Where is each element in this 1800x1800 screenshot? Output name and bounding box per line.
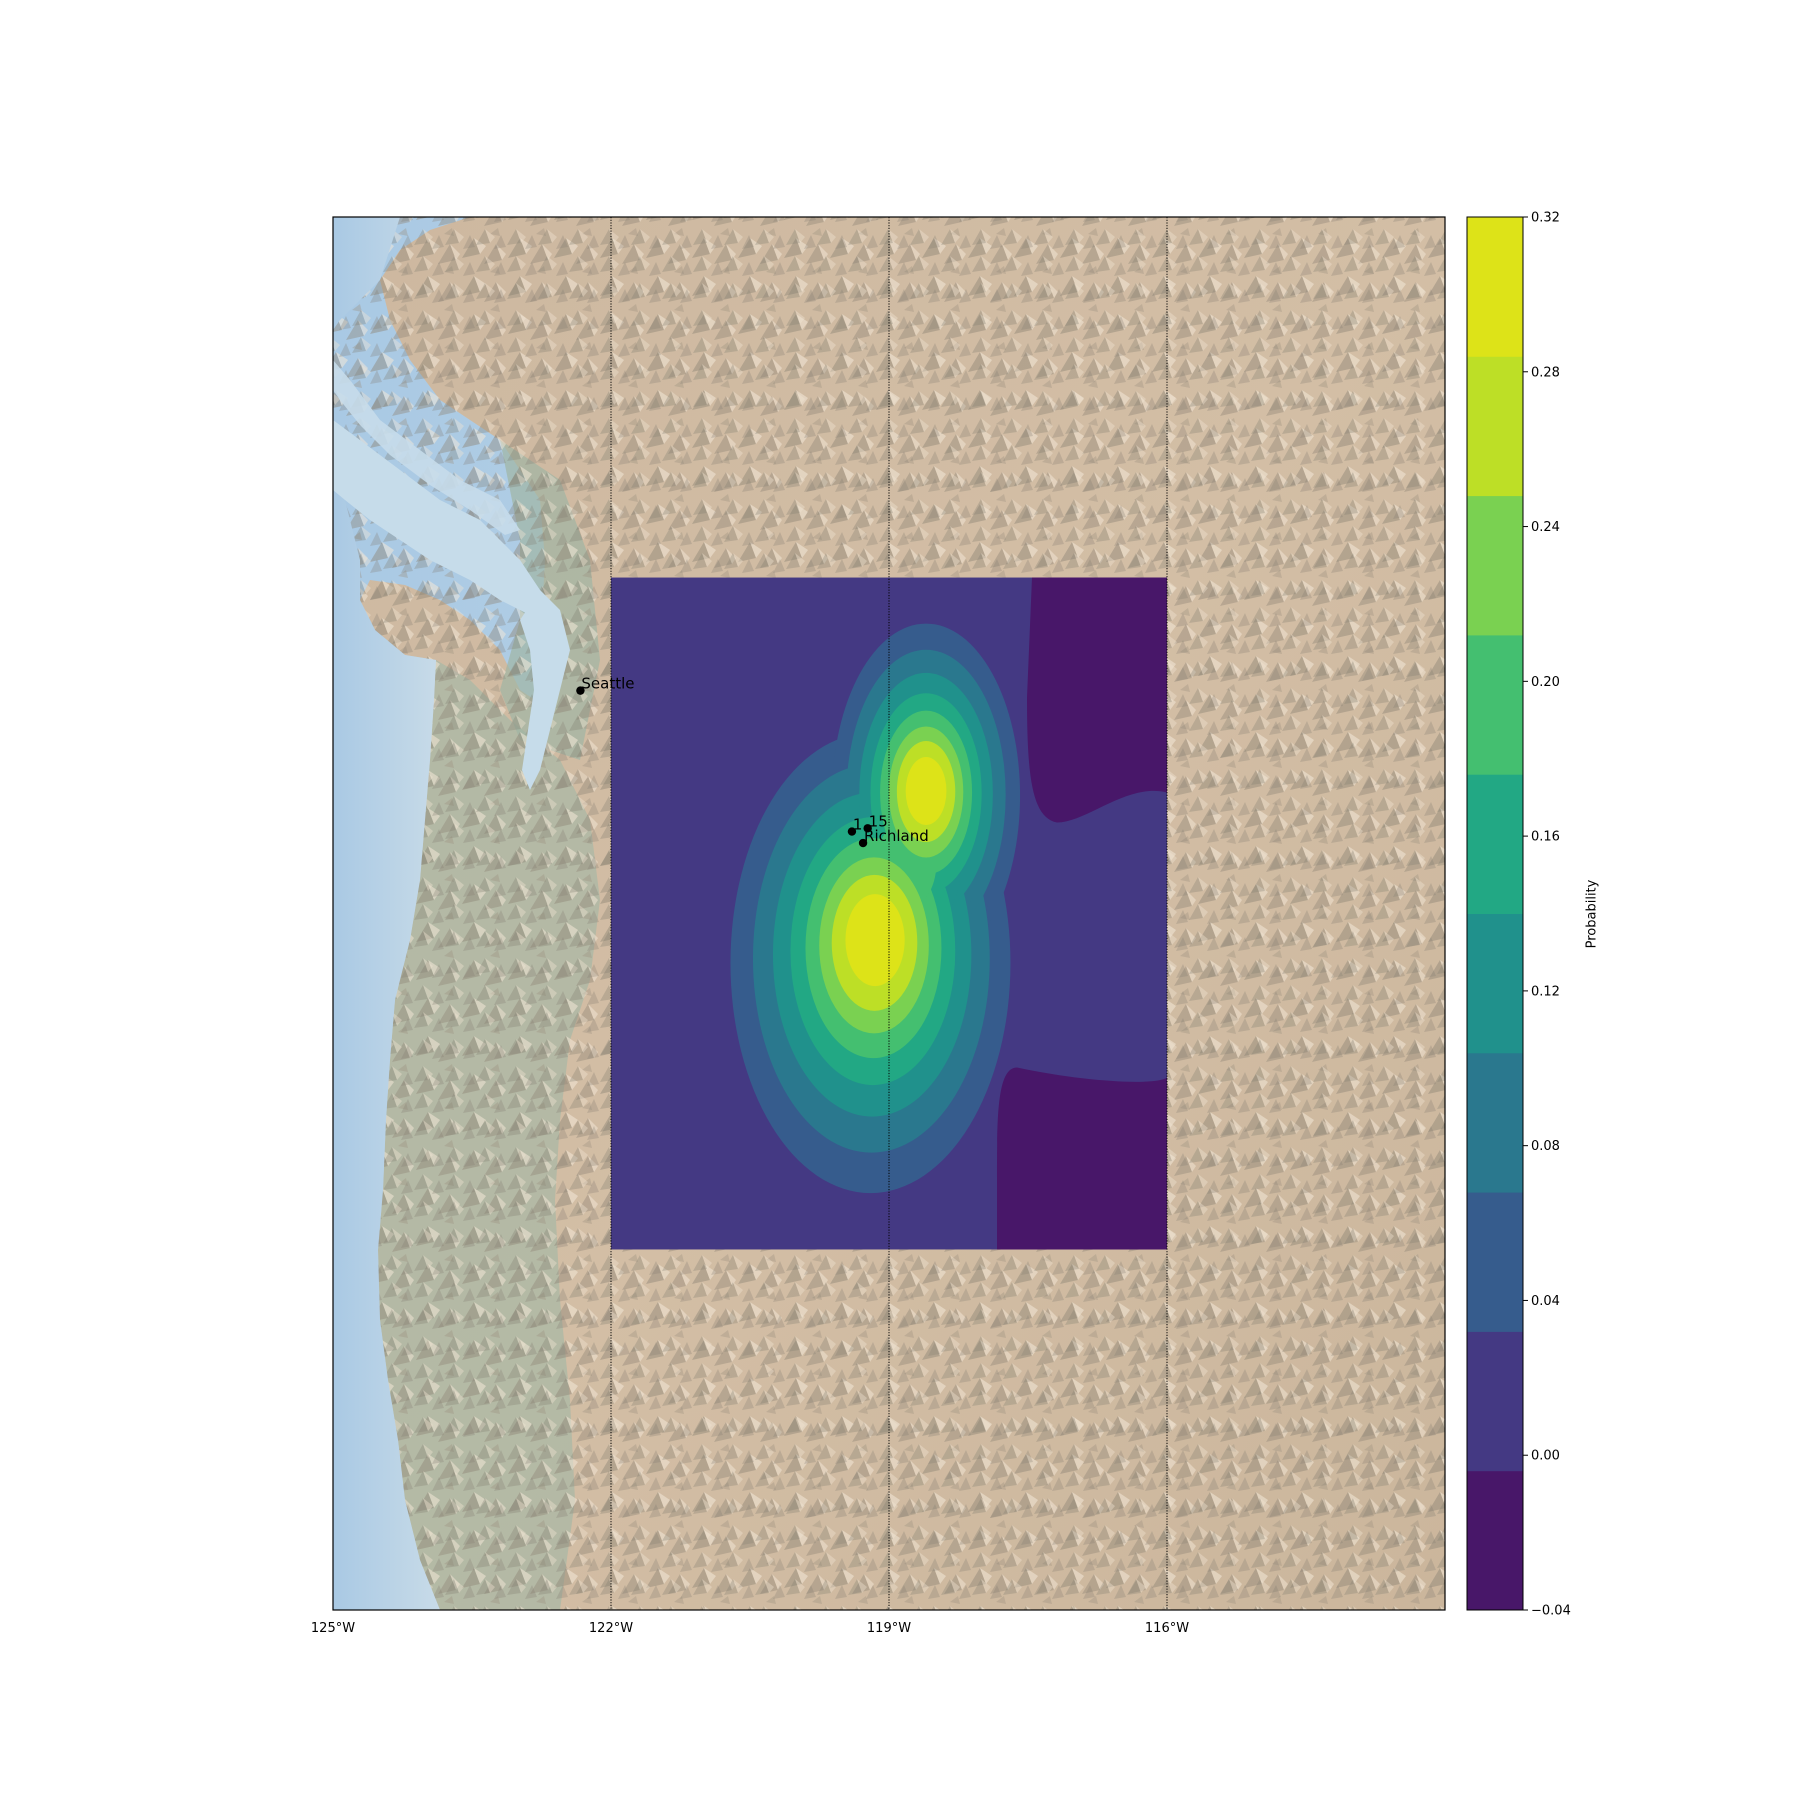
colorbar-tick-label: 0.32 [1531, 211, 1560, 226]
colorbar-band [1467, 495, 1523, 636]
colorbar-band [1467, 774, 1523, 914]
colorbar-band [1467, 1052, 1523, 1193]
colorbar-tick-label: 0.24 [1531, 520, 1560, 535]
colorbar-band [1467, 634, 1523, 775]
contour-band-negative-north [1027, 577, 1167, 823]
city-label-point-15: 15 [869, 812, 888, 830]
colorbar-band [1467, 217, 1523, 357]
ocean-overpaint [333, 217, 440, 1610]
colorbar: 0.32 0.28 0.24 0.20 0.16 0.12 0.08 0.04 0.00 −0.0… [1466, 211, 1600, 1619]
city-marker-seattle [576, 686, 585, 695]
colorbar-label: Probability [1585, 879, 1600, 948]
meridian-labels: 125°W 122°W 119°W 116°W [311, 1621, 1189, 1636]
map-frame [332, 216, 1446, 1611]
colorbar-tick-label: 0.16 [1531, 830, 1560, 845]
colorbar-band [1467, 1470, 1523, 1611]
meridian-label: 116°W [1145, 1621, 1189, 1636]
colorbar-band [1467, 1331, 1523, 1472]
colorbar-frame [1466, 216, 1524, 1611]
contour-band-negative-south [997, 1067, 1167, 1250]
meridian-label: 125°W [311, 1621, 355, 1636]
city-label-seattle: Seattle [581, 675, 634, 693]
colorbar-band [1467, 356, 1523, 497]
colorbar-tick-label: 0.04 [1531, 1294, 1560, 1309]
meridian-label: 119°W [867, 1621, 911, 1636]
colorbar-tick-label: 0.20 [1531, 675, 1560, 690]
colorbar-tick-label: 0.12 [1531, 984, 1560, 999]
city-label-richland: Richland [864, 827, 929, 845]
city-marker-richland [858, 838, 868, 848]
city-marker-point-1 [847, 827, 857, 836]
contour-lobe-north [905, 756, 947, 825]
colorbar-tick-label: 0.00 [1531, 1449, 1560, 1464]
colorbar-tick-label: 0.08 [1531, 1139, 1560, 1154]
puget-sound-water [520, 590, 570, 790]
colorbar-tick-label: 0.28 [1531, 365, 1560, 380]
meridian-label: 122°W [589, 1621, 633, 1636]
colorbar-band [1467, 1192, 1523, 1332]
strait-water [333, 420, 540, 620]
city-label-point-1: 1 [853, 816, 863, 834]
city-marker-point-15 [863, 824, 872, 833]
strait-north-water [333, 360, 520, 535]
colorbar-band [1467, 913, 1523, 1054]
contour-band-7 [845, 756, 947, 987]
contour-lobe-south [845, 894, 905, 987]
probability-overlay [611, 577, 1167, 1250]
colorbar-tick-label: −0.04 [1531, 1604, 1571, 1619]
